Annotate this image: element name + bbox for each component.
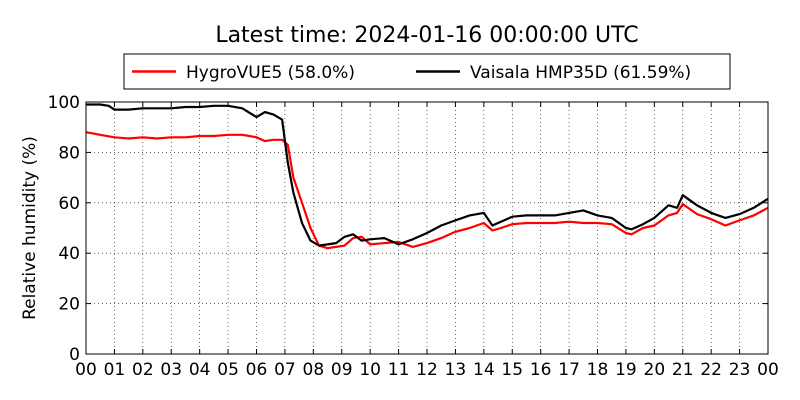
y-tick-label: 40 <box>58 244 80 264</box>
plot-frame <box>85 101 769 355</box>
legend-label-vaisala: Vaisala HMP35D (61.59%) <box>470 63 691 83</box>
x-tick-label: 11 <box>388 360 410 380</box>
x-tick-label: 22 <box>700 360 722 380</box>
grid <box>86 102 768 354</box>
x-tick-label: 13 <box>445 360 467 380</box>
x-tick-label: 00 <box>757 360 779 380</box>
x-tick-label: 02 <box>132 360 154 380</box>
series-layer <box>85 103 769 250</box>
x-tick-label: 01 <box>104 360 126 380</box>
x-tick-label: 07 <box>274 360 296 380</box>
x-tick-label: 20 <box>644 360 666 380</box>
x-tick-label: 15 <box>501 360 523 380</box>
x-tick-label: 14 <box>473 360 495 380</box>
y-tick-label: 100 <box>48 93 80 113</box>
x-tick-label: 21 <box>672 360 694 380</box>
x-tick-label: 16 <box>530 360 552 380</box>
x-tick-label: 05 <box>217 360 239 380</box>
x-tick-label: 19 <box>615 360 637 380</box>
x-tick-label: 04 <box>189 360 211 380</box>
x-tick-label: 06 <box>246 360 268 380</box>
x-tick-label: 23 <box>729 360 751 380</box>
x-tick-label: 03 <box>160 360 182 380</box>
x-tick-label: 08 <box>303 360 325 380</box>
y-tick-label: 0 <box>69 345 80 365</box>
x-tick-label: 17 <box>558 360 580 380</box>
x-tick-label: 09 <box>331 360 353 380</box>
x-tick-label: 12 <box>416 360 438 380</box>
x-tick-label: 18 <box>587 360 609 380</box>
y-tick-label: 60 <box>58 194 80 214</box>
y-tick-label: 80 <box>58 143 80 163</box>
legend-label-hygrovue5: HygroVUE5 (58.0%) <box>186 63 355 83</box>
series-line-1 <box>86 103 769 247</box>
legend: HygroVUE5 (58.0%) Vaisala HMP35D (61.59%… <box>123 53 731 90</box>
ticks: 00 01 02 03 04 05 06 07 08 09 10 11 12 13 14 15 16 17 18 19… <box>48 93 779 380</box>
x-tick-label: 00 <box>75 360 97 380</box>
y-axis-label: Relative humidity (%) <box>20 136 40 320</box>
series-line-0 <box>85 131 769 250</box>
x-tick-label: 10 <box>359 360 381 380</box>
chart-title: Latest time: 2024-01-16 00:00:00 UTC <box>215 23 638 48</box>
y-tick-label: 20 <box>58 295 80 315</box>
